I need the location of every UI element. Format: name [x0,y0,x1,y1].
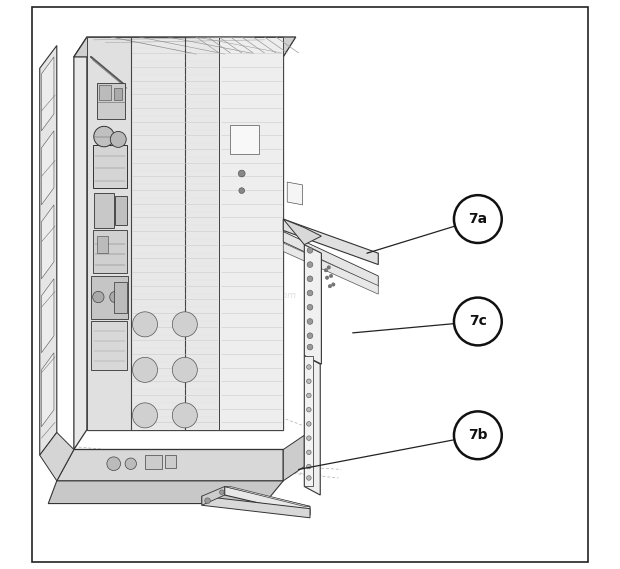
Polygon shape [91,276,128,319]
Circle shape [94,126,114,147]
Polygon shape [113,88,122,100]
Circle shape [307,262,313,267]
Polygon shape [165,455,176,468]
Text: 7b: 7b [468,428,487,442]
Polygon shape [304,356,321,495]
Circle shape [307,344,313,350]
Polygon shape [304,245,321,364]
Circle shape [172,312,197,337]
Polygon shape [48,450,283,504]
Circle shape [172,403,197,428]
Polygon shape [42,131,54,205]
Circle shape [327,266,330,269]
Polygon shape [283,219,378,265]
Polygon shape [219,37,283,430]
Circle shape [133,312,157,337]
Polygon shape [91,321,126,370]
Polygon shape [283,243,378,294]
Circle shape [307,248,313,253]
Polygon shape [87,37,283,430]
Circle shape [307,304,313,310]
Polygon shape [92,145,126,188]
Text: eReplacementParts.com: eReplacementParts.com [187,291,297,300]
Circle shape [328,284,332,288]
Circle shape [307,276,313,282]
Circle shape [306,365,311,369]
Polygon shape [283,232,378,286]
Polygon shape [283,435,304,481]
Polygon shape [131,37,219,430]
Circle shape [332,283,335,286]
Polygon shape [115,196,126,225]
Polygon shape [42,353,54,427]
Circle shape [219,490,224,494]
Circle shape [306,393,311,398]
Polygon shape [74,37,87,450]
Polygon shape [87,37,131,430]
Polygon shape [224,486,310,506]
Polygon shape [42,57,54,131]
Polygon shape [57,450,283,481]
Circle shape [324,269,327,272]
Text: 7a: 7a [468,212,487,226]
Polygon shape [94,193,113,228]
Polygon shape [40,432,74,481]
Polygon shape [97,83,125,119]
Circle shape [110,291,121,303]
Polygon shape [202,486,224,505]
Circle shape [205,498,210,504]
Circle shape [306,450,311,455]
Circle shape [172,357,197,382]
Polygon shape [224,486,310,515]
Polygon shape [304,356,313,486]
Circle shape [306,407,311,412]
Circle shape [133,403,157,428]
Polygon shape [40,46,57,455]
Circle shape [92,291,104,303]
Circle shape [306,379,311,384]
Polygon shape [145,455,162,469]
Circle shape [307,290,313,296]
Polygon shape [92,230,126,273]
Circle shape [454,195,502,243]
Circle shape [306,422,311,426]
Polygon shape [97,236,108,253]
Circle shape [306,476,311,480]
Polygon shape [283,219,321,245]
Polygon shape [287,182,303,205]
Circle shape [326,276,329,279]
Circle shape [306,464,311,469]
Circle shape [107,457,120,471]
Polygon shape [42,205,54,279]
Text: 7c: 7c [469,315,487,328]
Polygon shape [231,125,259,154]
Circle shape [125,458,136,469]
Polygon shape [74,37,296,57]
Circle shape [239,188,244,193]
Circle shape [454,298,502,345]
Polygon shape [99,85,111,100]
Circle shape [133,357,157,382]
Circle shape [329,274,333,278]
Circle shape [307,319,313,324]
Circle shape [110,131,126,147]
Circle shape [238,170,245,177]
Circle shape [307,333,313,339]
Circle shape [454,411,502,459]
Polygon shape [113,282,126,313]
Polygon shape [202,496,310,518]
Polygon shape [42,279,54,353]
Circle shape [306,436,311,440]
